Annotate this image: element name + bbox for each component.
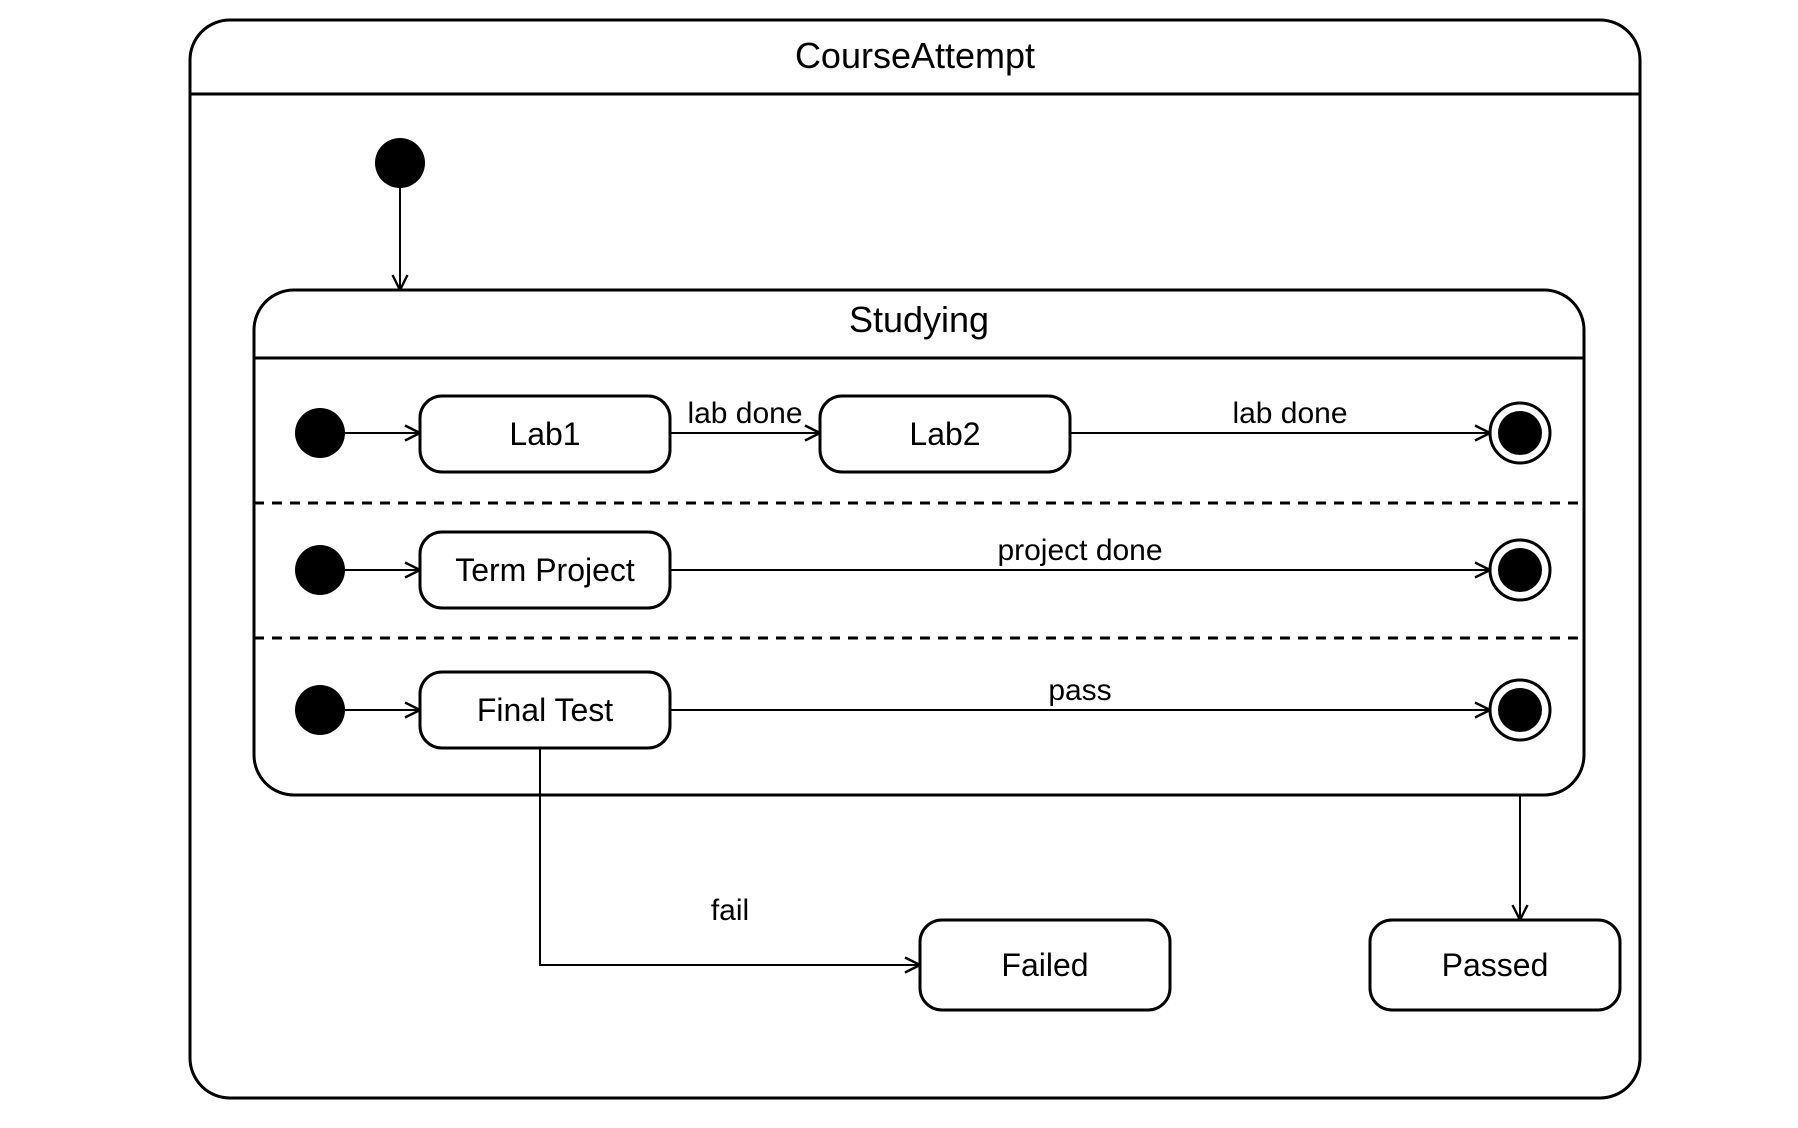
transition-label: lab done xyxy=(1232,397,1347,430)
transition-label: pass xyxy=(1048,674,1111,707)
initial-pseudostate-icon xyxy=(375,138,425,188)
transition-label: project done xyxy=(997,534,1162,567)
transition-label: lab done xyxy=(687,397,802,430)
state-label: Lab2 xyxy=(909,416,980,452)
state-diagram: CourseAttempt Studying Lab1 Lab2 lab done lab… xyxy=(0,0,1798,1128)
state-label: Passed xyxy=(1442,947,1549,983)
initial-pseudostate-icon xyxy=(295,408,345,458)
studying-state-title: Studying xyxy=(849,299,989,340)
initial-pseudostate-icon xyxy=(295,685,345,735)
transition-label: fail xyxy=(711,894,749,927)
state-label: Lab1 xyxy=(509,416,580,452)
state-label: Failed xyxy=(1001,947,1088,983)
initial-pseudostate-icon xyxy=(295,545,345,595)
state-label: Final Test xyxy=(477,692,613,728)
state-label: Term Project xyxy=(455,552,635,588)
outer-state-title: CourseAttempt xyxy=(795,35,1035,76)
